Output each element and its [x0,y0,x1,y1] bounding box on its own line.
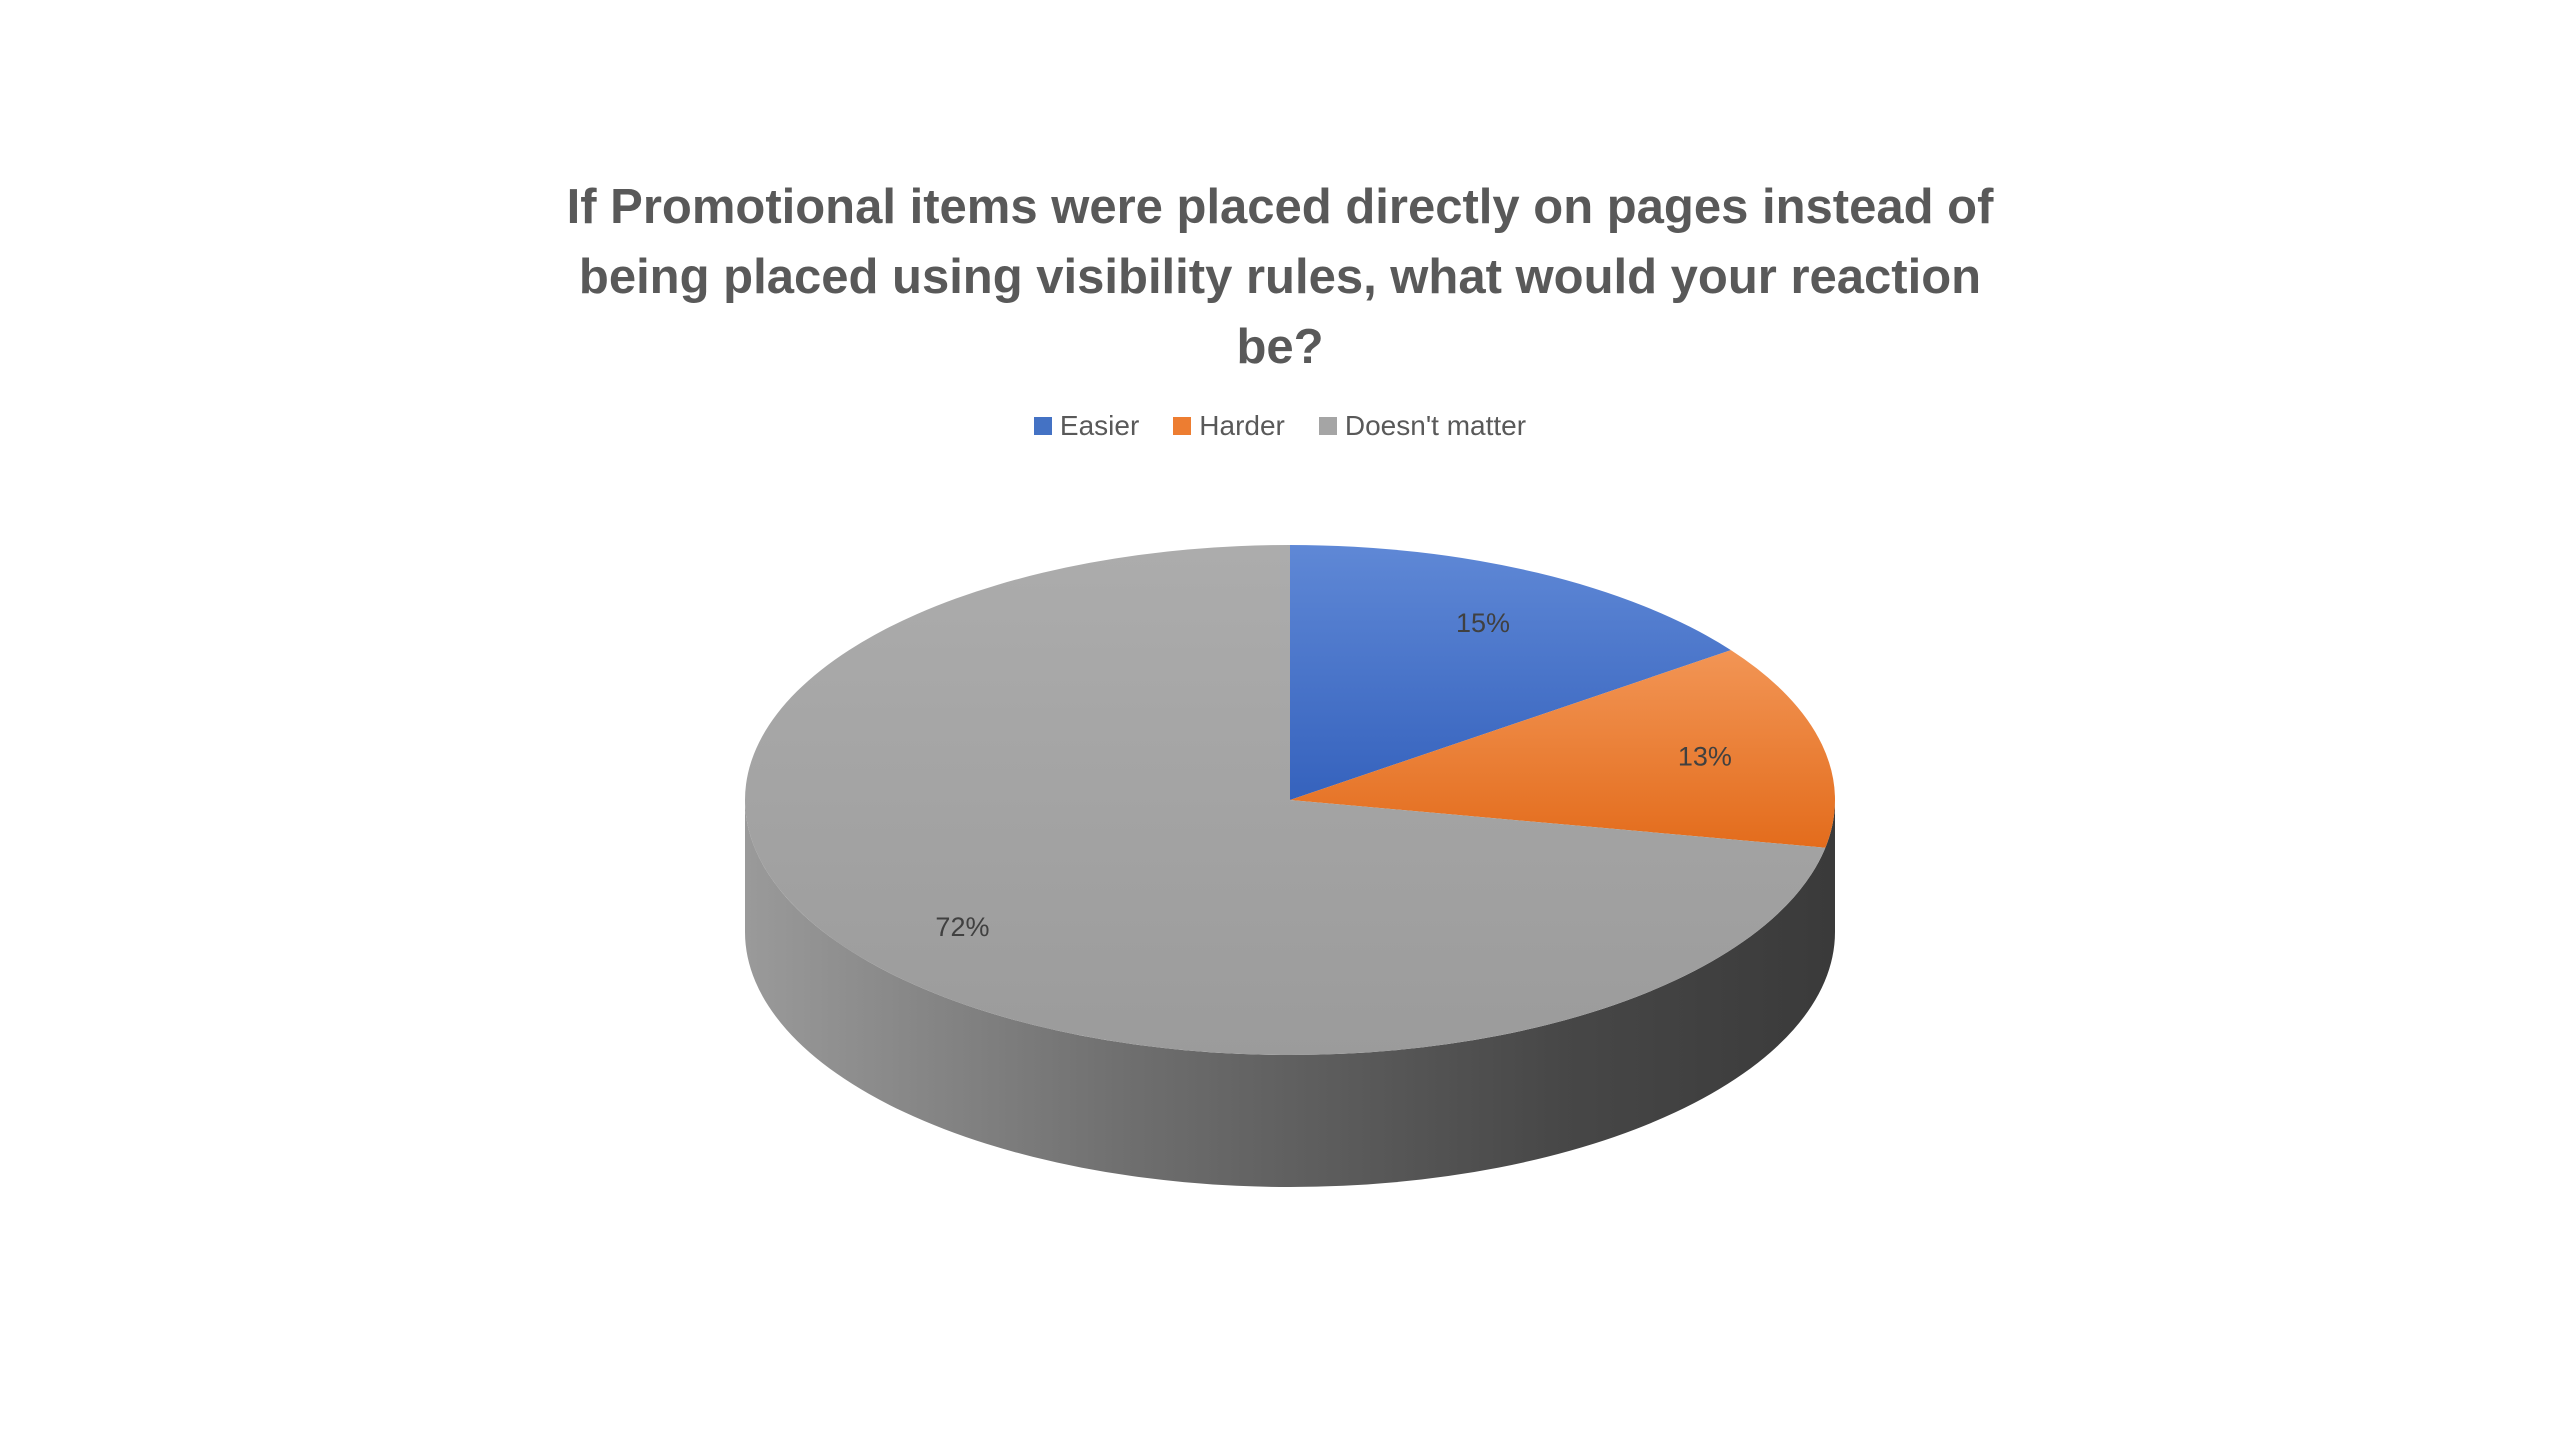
data-label-harder: 13% [1678,742,1732,772]
pie-slice-harder [1290,650,1835,848]
legend-swatch-easier [1033,417,1052,435]
legend-label-doesnt-matter: Doesn't matter [1344,410,1527,441]
legend-item-easier: Easier [1033,410,1140,442]
legend-label-easier: Easier [1059,410,1140,441]
chart-title: If Promotional items were placed directl… [566,180,1994,374]
data-label-doesnt-matter: 72% [935,912,989,942]
pie-side-wall [745,800,1835,1187]
legend-swatch-harder [1173,417,1192,435]
data-label-easier: 15% [1456,608,1510,638]
legend-item-doesnt-matter: Doesn't matter [1318,410,1527,442]
legend-item-harder: Harder [1173,410,1285,442]
chart-legend: Easier Harder Doesn't matter [0,410,2560,442]
pie-slice-easier [1290,545,1731,800]
legend-swatch-doesnt-matter [1318,417,1337,435]
pie-slice-doesnt-matter [745,545,1826,1055]
legend-label-harder: Harder [1199,410,1285,441]
